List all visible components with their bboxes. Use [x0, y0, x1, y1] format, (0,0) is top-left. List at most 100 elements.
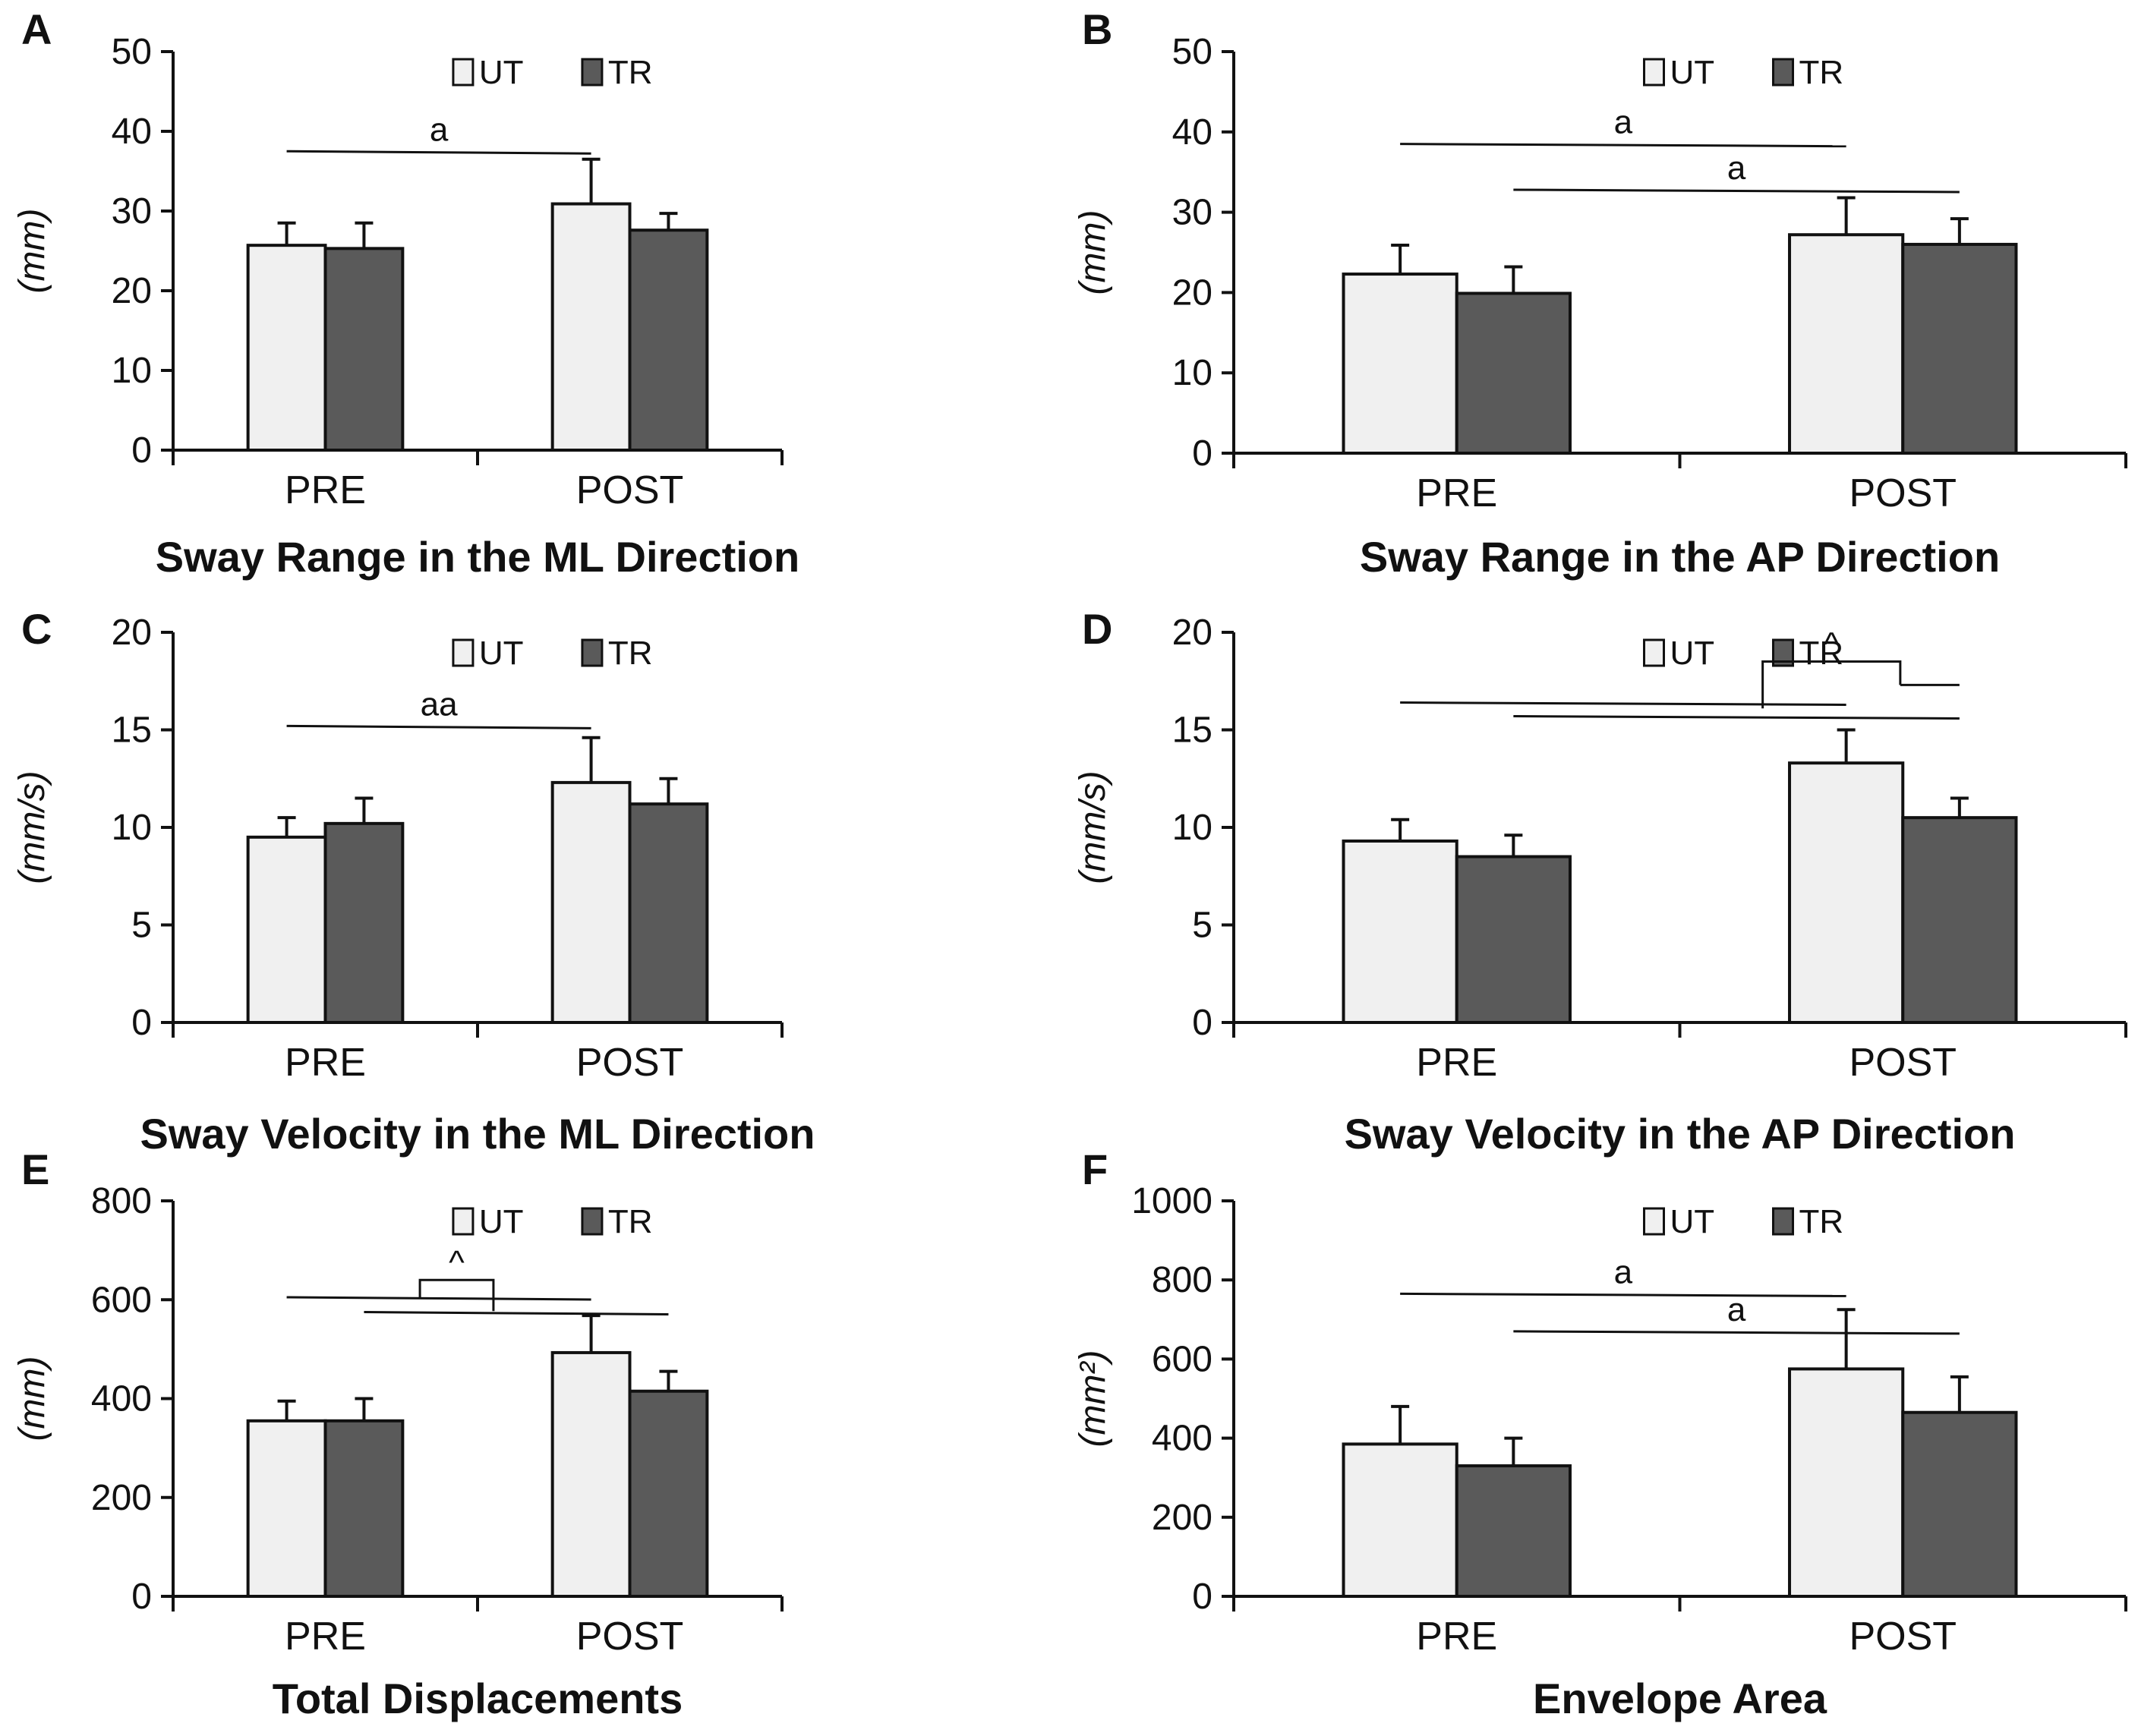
significance-label: a [1727, 1291, 1746, 1328]
y-tick-label: 0 [1192, 433, 1212, 474]
bar-tr-post [1901, 242, 2018, 455]
panel-letter: C [21, 605, 52, 653]
category-label: POST [1849, 471, 1957, 515]
bar-ut-pre [246, 1419, 327, 1599]
category-label: POST [576, 1615, 684, 1659]
significance-line [1513, 188, 1960, 194]
interaction-label: ^ [1824, 626, 1840, 663]
panel-title: Sway Range in the ML Direction [156, 533, 799, 581]
y-axis-label: (mm) [12, 209, 52, 294]
legend-swatch-ut [1643, 58, 1665, 87]
panel-a: A 0 10 20 30 40 50 (mm) PRE POST UT TR a Sway Range i… [12, 5, 799, 581]
panel-title: Total Displacements [273, 1675, 683, 1722]
bar-tr-pre [323, 1419, 405, 1599]
y-axis-label: (mm) [1073, 210, 1113, 295]
y-tick-label: 15 [112, 710, 152, 751]
significance-line [364, 1311, 669, 1316]
y-tick-label: 10 [112, 808, 152, 848]
panel-e: E 0 200 400 600 800 (mm) PRE POST UT TR ^ Total Disp… [12, 1145, 784, 1722]
panel-letter: E [21, 1145, 49, 1193]
interaction-label: ^ [449, 1244, 465, 1281]
y-tick-label: 200 [1152, 1498, 1212, 1538]
legend-label-ut: UT [479, 635, 524, 672]
y-tick-label: 800 [91, 1181, 152, 1221]
legend-swatch-tr [581, 638, 604, 667]
bar-tr-post [628, 1389, 709, 1598]
significance-label: a [430, 111, 449, 148]
category-label: PRE [285, 1041, 366, 1085]
legend-swatch-tr [1772, 1207, 1794, 1236]
legend-label-tr: TR [1799, 54, 1844, 91]
legend-label-tr: TR [608, 54, 653, 91]
significance-label: a [1727, 150, 1746, 187]
panel-title: Sway Velocity in the ML Direction [140, 1110, 815, 1158]
y-tick-label: 20 [112, 613, 152, 653]
bar-tr-pre [323, 247, 405, 452]
legend-label-ut: UT [479, 54, 524, 91]
interaction-bracket [418, 1278, 495, 1312]
legend-swatch-ut [452, 638, 475, 667]
y-tick-label: 10 [112, 351, 152, 391]
y-tick-label: 40 [1172, 112, 1212, 153]
legend-swatch-tr [581, 58, 604, 87]
panel-c: C 0 5 10 15 20 (mm/s) PRE POST UT TR aa Sway Velocit… [12, 605, 815, 1158]
y-tick-label: 5 [131, 906, 152, 946]
bar-ut-pre [246, 244, 327, 452]
category-label: POST [1849, 1041, 1957, 1085]
bar-ut-pre [1342, 1442, 1458, 1599]
bar-ut-post [1788, 1367, 1905, 1599]
legend-swatch-tr [581, 1207, 604, 1236]
y-tick-label: 50 [1172, 32, 1212, 72]
legend-label-tr: TR [608, 635, 653, 672]
y-axis-label: (mm²) [1073, 1350, 1113, 1448]
bar-tr-post [1901, 816, 2018, 1025]
panel-title: Sway Velocity in the AP Direction [1345, 1110, 2016, 1158]
panel-letter: B [1082, 5, 1112, 53]
y-tick-label: 30 [112, 191, 152, 232]
category-label: POST [1849, 1615, 1957, 1659]
y-tick-label: 50 [112, 32, 152, 72]
legend-label-ut: UT [479, 1203, 524, 1240]
bar-ut-post [550, 202, 632, 452]
significance-line [286, 150, 591, 155]
significance-label: a [1614, 104, 1633, 141]
panel-letter: A [21, 5, 52, 53]
significance-line [1400, 143, 1846, 148]
panel-letter: D [1082, 605, 1112, 653]
bar-ut-post [550, 780, 632, 1024]
legend-label-tr: TR [1799, 635, 1844, 672]
legend-swatch-tr [1772, 58, 1794, 87]
legend-label-tr: TR [1799, 1203, 1844, 1240]
y-tick-label: 5 [1192, 906, 1212, 946]
category-label: POST [576, 468, 684, 512]
bar-ut-pre [1342, 273, 1458, 455]
legend-swatch-ut [452, 1207, 475, 1236]
y-axis-label: (mm) [12, 1356, 52, 1441]
y-tick-label: 10 [1172, 808, 1212, 848]
legend-swatch-ut [452, 58, 475, 87]
panel-letter: F [1082, 1145, 1108, 1193]
panel-d: D 0 5 10 15 20 (mm/s) PRE POST UT TR^ Sway Velocity… [1073, 605, 2127, 1158]
bar-ut-pre [246, 835, 327, 1024]
category-label: PRE [285, 468, 366, 512]
category-label: PRE [1416, 471, 1497, 515]
y-tick-label: 0 [1192, 1577, 1212, 1617]
significance-line [1400, 1292, 1846, 1297]
bar-ut-post [1788, 761, 1905, 1024]
panel-title: Sway Range in the AP Direction [1360, 533, 2000, 581]
y-tick-label: 15 [1172, 710, 1212, 751]
legend-label-ut: UT [1670, 54, 1715, 91]
y-tick-label: 0 [1192, 1003, 1212, 1043]
significance-line [286, 1296, 591, 1301]
bar-tr-pre [1455, 291, 1572, 455]
significance-line [1400, 701, 1846, 707]
y-tick-label: 10 [1172, 353, 1212, 393]
y-axis-label: (mm/s) [1073, 770, 1113, 884]
significance-line [1513, 715, 1960, 720]
y-tick-label: 0 [131, 1003, 152, 1043]
significance-line [1513, 1330, 1960, 1335]
y-tick-label: 600 [1152, 1339, 1212, 1379]
bar-tr-post [628, 228, 709, 452]
y-tick-label: 1000 [1131, 1181, 1212, 1221]
